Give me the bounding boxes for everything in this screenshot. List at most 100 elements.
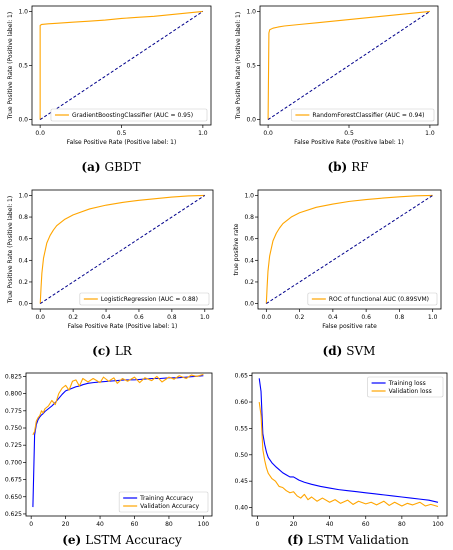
panel-caption: (e) LSTM Accuracy (62, 533, 182, 547)
plot-frame (251, 372, 448, 517)
caption-letter: (c) (92, 344, 111, 358)
series-line-1 (32, 375, 204, 508)
y-tick-label: 0.5 (18, 63, 28, 70)
panel-caption: (d) SVM (323, 344, 376, 358)
x-tick-label: 40 (96, 521, 104, 528)
y-axis-label: True Positive Rate (Positive label: 1) (235, 12, 242, 120)
chance-line (39, 194, 206, 305)
caption-letter: (b) (327, 160, 347, 174)
x-tick-label: 0.2 (295, 314, 305, 321)
series-line-1 (267, 10, 430, 120)
x-tick-label: 0.8 (167, 314, 177, 321)
y-tick-label: 1.0 (18, 8, 28, 15)
x-tick-label: 80 (165, 521, 173, 528)
caption-letter: (a) (81, 160, 100, 174)
x-tick-label: 60 (362, 521, 370, 528)
y-axis-label: True Positive Rate (Positive label: 1) (7, 12, 14, 120)
y-tick-label: 0.55 (235, 425, 249, 432)
legend-entry: LogisticRegression (AUC = 0.88) (101, 296, 198, 303)
x-tick-label: 1.0 (200, 314, 210, 321)
series-line-1 (39, 10, 203, 120)
x-tick-label: 0.0 (262, 314, 272, 321)
y-tick-label: 1.0 (244, 192, 254, 199)
x-axis-label: False Positive Rate (Positive label: 1) (68, 323, 178, 330)
y-tick-label: 0.825 (5, 373, 22, 380)
x-axis-label: False Positive Rate (Positive label: 1) (67, 139, 177, 146)
y-tick-label: 0.4 (244, 257, 254, 264)
legend: RandomForestClassifier (AUC = 0.94) (291, 108, 435, 122)
plot-frame (25, 372, 213, 517)
chart-panel-3: 0.0 0.2 0.4 0.6 0.8 1.0 0.0 0.2 0.4 0.6 0.8 1.0 Fals… (7, 189, 214, 358)
x-tick-label: 20 (290, 521, 298, 528)
x-tick-label: 100 (432, 521, 444, 528)
y-tick-label: 0.40 (235, 505, 249, 512)
x-axis-label: False positive rate (322, 323, 377, 330)
x-tick-label: 0.0 (35, 314, 45, 321)
legend-box (307, 292, 438, 306)
caption-letter: (f) (287, 533, 304, 547)
y-tick-label: 0.6 (18, 236, 28, 243)
y-tick-label: 0.725 (5, 442, 22, 449)
y-tick-label: 0.0 (246, 117, 256, 124)
x-tick-label: 0.6 (361, 314, 371, 321)
caption-text: LSTM Validation (308, 533, 409, 547)
y-tick-label: 0.8 (244, 214, 254, 221)
chart-panel-2: 0.0 0.5 1.0 0.0 0.5 1.0 False Positive Rate (P… (235, 5, 439, 174)
y-tick-label: 0.65 (235, 373, 249, 380)
x-tick-label: 0 (256, 521, 260, 528)
y-tick-label: 0.800 (5, 391, 22, 398)
panel-caption: (b) RF (327, 160, 368, 174)
x-tick-label: 0.2 (68, 314, 78, 321)
series-line-2 (32, 373, 204, 436)
series-line-1 (39, 194, 205, 304)
y-tick-label: 0.625 (5, 511, 22, 518)
y-tick-label: 1.0 (18, 192, 28, 199)
y-tick-label: 0.60 (235, 399, 249, 406)
caption-text: RF (351, 160, 368, 174)
y-tick-label: 0.0 (18, 117, 28, 124)
chart-panel-6: 0 20 40 60 80 100 0.40 0.45 0.50 0.55 0.60 0.65 Trai… (235, 372, 448, 547)
y-tick-label: 0.775 (5, 408, 22, 415)
x-tick-label: 0.6 (134, 314, 144, 321)
y-tick-label: 0.50 (235, 452, 249, 459)
y-axis-label: True Positive Rate (Positive label: 1) (7, 196, 14, 304)
chart-panel-4: 0.0 0.2 0.4 0.6 0.8 1.0 0.0 0.2 0.4 0.6 0.8 1.0 Fals… (233, 189, 442, 358)
x-axis-label: False Positive Rate (Positive label: 1) (294, 139, 404, 146)
caption-letter: (e) (62, 533, 81, 547)
y-tick-label: 0.0 (18, 301, 28, 308)
x-tick-label: 40 (326, 521, 334, 528)
y-tick-label: 0.700 (5, 459, 22, 466)
legend-entry: Training loss (388, 380, 426, 387)
caption-letter: (d) (323, 344, 343, 358)
legend-box (79, 292, 210, 306)
legend-entry: Training Accuracy (139, 495, 193, 502)
x-tick-label: 1.0 (428, 314, 438, 321)
legend: GradientBoostingClassifier (AUC = 0.95) (50, 108, 208, 122)
x-tick-label: 100 (198, 521, 210, 528)
x-tick-label: 60 (131, 521, 139, 528)
x-tick-label: 0.0 (35, 130, 45, 137)
series-line-2 (258, 401, 439, 508)
series-line-1 (258, 378, 439, 503)
x-tick-label: 0.5 (117, 130, 127, 137)
legend-box (50, 108, 208, 122)
x-tick-label: 0.4 (101, 314, 111, 321)
y-tick-label: 0.2 (18, 279, 28, 286)
y-axis-label: true positive rate (233, 223, 240, 275)
chance-line (39, 10, 204, 121)
y-tick-label: 0.45 (235, 478, 249, 485)
plot-frame (31, 189, 214, 310)
panel-caption: (a) GBDT (81, 160, 140, 174)
legend-entry: RandomForestClassifier (AUC = 0.94) (312, 112, 424, 119)
legend-entry: ROC of functional AUC (0.89SVM) (329, 296, 429, 303)
legend-entry: Validation loss (389, 388, 432, 395)
y-tick-label: 0.650 (5, 494, 22, 501)
legend-entry: GradientBoostingClassifier (AUC = 0.95) (72, 112, 193, 119)
panel-caption: (f) LSTM Validation (287, 533, 409, 547)
y-tick-label: 0.0 (244, 301, 254, 308)
chart-panel-1: 0.0 0.5 1.0 0.0 0.5 1.0 False Positive Rate (P… (7, 5, 212, 174)
series-line-1 (265, 194, 433, 304)
x-tick-label: 0.8 (395, 314, 405, 321)
